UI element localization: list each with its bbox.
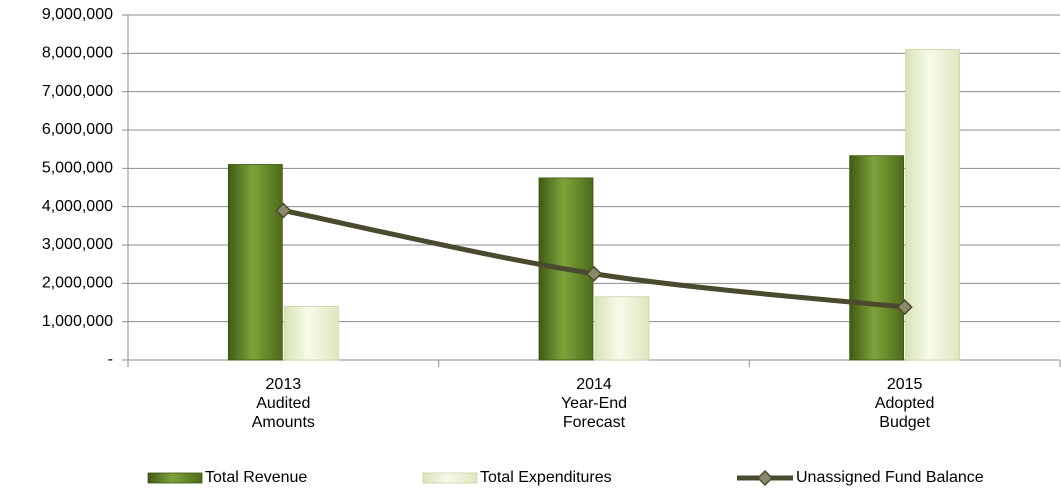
y-tick-label: 3,000,000: [42, 236, 113, 253]
y-tick-label: 6,000,000: [42, 121, 113, 138]
x-tick-label: 2015 Adopted Budget: [874, 376, 935, 431]
x-tick-label: 2013 Audited Amounts: [251, 376, 315, 431]
legend-swatch: [422, 472, 478, 484]
legend-marker: [756, 469, 774, 487]
legend-label: Total Revenue: [205, 469, 307, 486]
line: [280, 208, 908, 310]
bar: [849, 155, 905, 361]
legend-label: Total Expenditures: [480, 469, 612, 486]
marker: [275, 202, 292, 219]
y-tick-label: 2,000,000: [42, 275, 113, 292]
y-tick-label: -: [108, 351, 113, 368]
bar: [905, 49, 961, 361]
marker: [585, 265, 603, 282]
bar: [227, 164, 283, 361]
marker: [896, 299, 913, 316]
bar: [594, 296, 650, 361]
legend-swatch: [147, 472, 203, 484]
bar: [283, 305, 339, 361]
y-tick-label: 1,000,000: [42, 313, 113, 330]
y-tick-label: 8,000,000: [42, 45, 113, 62]
y-tick-label: 5,000,000: [42, 160, 113, 177]
y-tick-label: 9,000,000: [42, 6, 113, 23]
y-tick-label: 4,000,000: [42, 198, 113, 215]
legend-label: Unassigned Fund Balance: [796, 469, 984, 486]
y-tick-label: 7,000,000: [42, 83, 113, 100]
x-tick-label: 2014 Year-End Forecast: [560, 376, 628, 431]
